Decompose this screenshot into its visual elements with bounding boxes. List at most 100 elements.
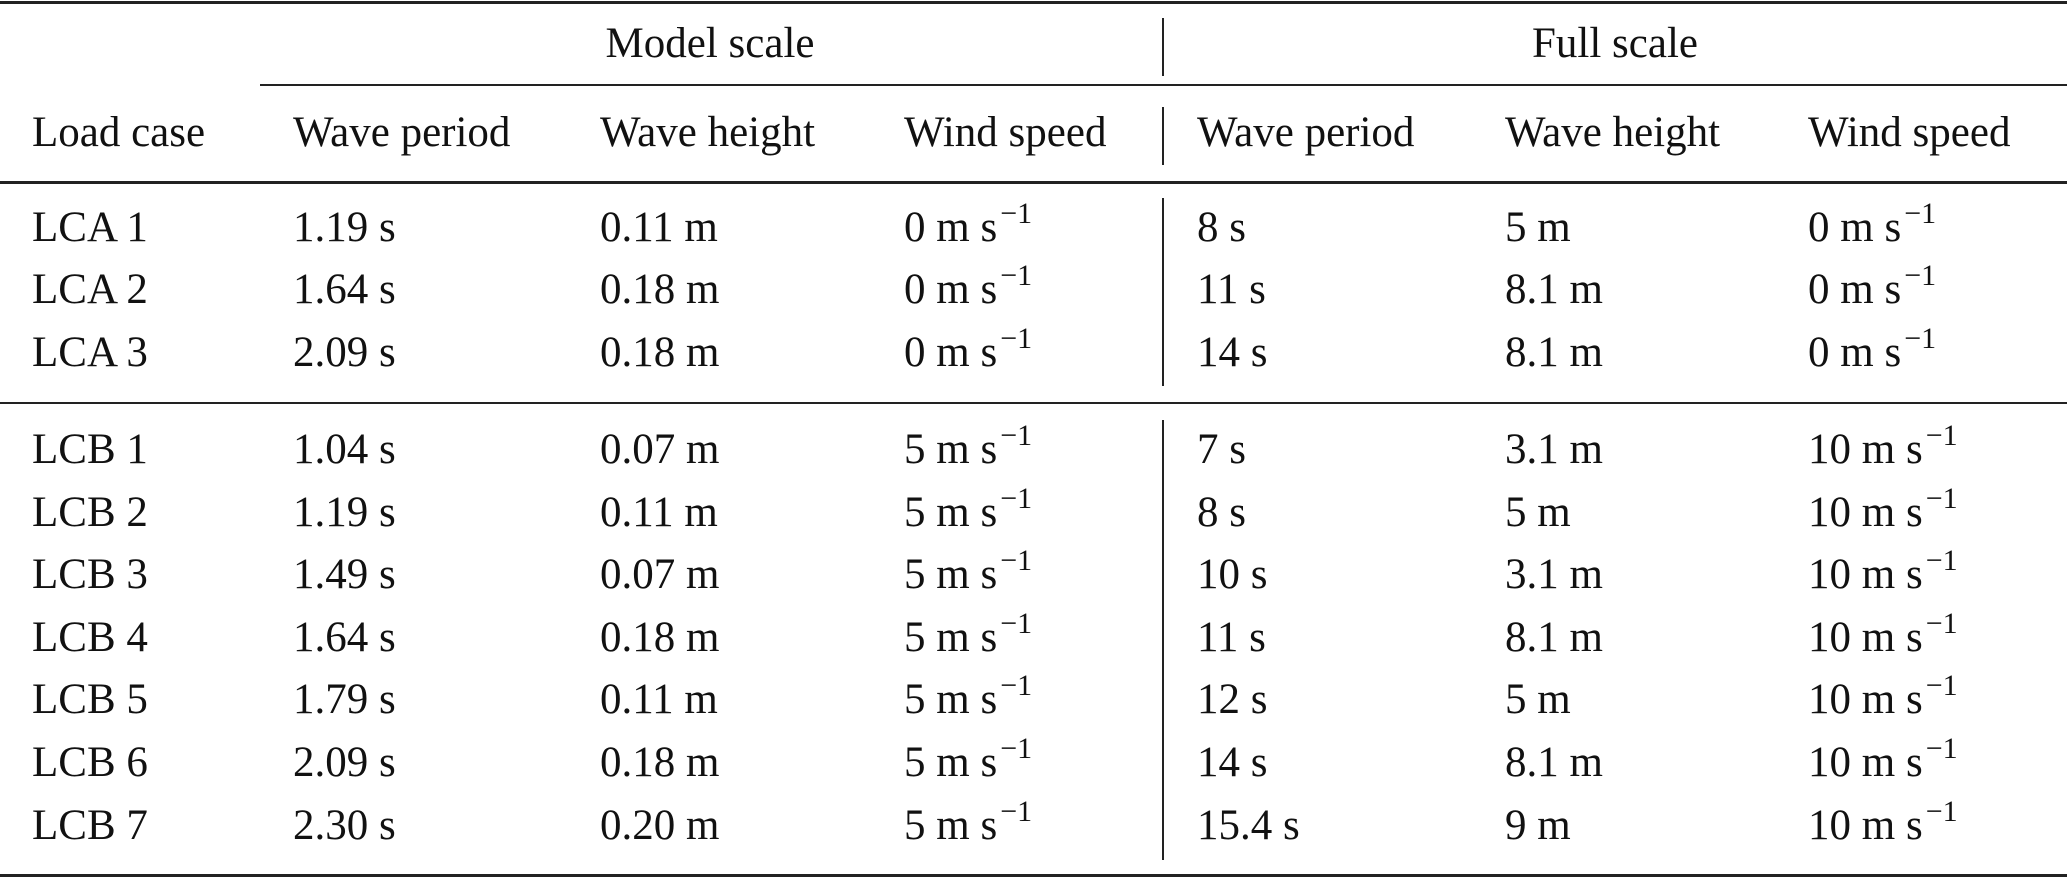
cell-load-case: LCB 6 xyxy=(32,739,148,786)
column-divider xyxy=(1162,18,1164,76)
cell-load-case: LCA 1 xyxy=(32,204,148,251)
unit-exponent: −1 xyxy=(1000,732,1033,765)
unit-exponent: −1 xyxy=(1000,259,1033,292)
column-header-full-wave-period: Wave period xyxy=(1197,109,1415,156)
column-divider xyxy=(1162,420,1164,860)
unit-exponent: −1 xyxy=(1925,419,1958,452)
column-divider xyxy=(1162,198,1164,386)
wind-value: 10 m s xyxy=(1808,426,1923,473)
wind-value: 5 m s xyxy=(904,739,998,786)
column-header-model-wave-period: Wave period xyxy=(293,109,511,156)
unit-exponent: −1 xyxy=(1000,197,1033,230)
unit-exponent: −1 xyxy=(1925,669,1958,702)
wind-value: 10 m s xyxy=(1808,676,1923,723)
cell-model-wave-height: 0.07 m xyxy=(600,551,720,598)
cell-model-wave-height: 0.07 m xyxy=(600,426,720,473)
column-header-full-wave-height: Wave height xyxy=(1505,109,1721,156)
cell-full-wave-height: 8.1 m xyxy=(1505,266,1603,313)
unit-exponent: −1 xyxy=(1925,607,1958,640)
unit-exponent: −1 xyxy=(1000,419,1033,452)
cell-model-wave-period: 1.64 s xyxy=(293,614,396,661)
wind-value: 0 m s xyxy=(1808,204,1902,251)
cell-model-wind-speed: 5 m s −1 xyxy=(904,546,1032,600)
cell-full-wave-period: 14 s xyxy=(1197,329,1268,376)
cell-full-wave-period: 10 s xyxy=(1197,551,1268,598)
cell-full-wind-speed: 0 m s −1 xyxy=(1808,324,1936,378)
group-header-model-scale: Model scale xyxy=(605,20,815,67)
cell-full-wave-period: 12 s xyxy=(1197,676,1268,723)
unit-exponent: −1 xyxy=(1925,544,1958,577)
cell-full-wind-speed: 10 m s −1 xyxy=(1808,421,1958,475)
cell-full-wave-period: 7 s xyxy=(1197,426,1246,473)
cell-full-wind-speed: 0 m s −1 xyxy=(1808,261,1936,315)
cell-load-case: LCB 2 xyxy=(32,489,148,536)
wind-value: 0 m s xyxy=(904,204,998,251)
cell-full-wave-height: 3.1 m xyxy=(1505,551,1603,598)
cell-model-wind-speed: 0 m s −1 xyxy=(904,324,1032,378)
cell-model-wind-speed: 5 m s −1 xyxy=(904,421,1032,475)
cell-model-wave-period: 1.64 s xyxy=(293,266,396,313)
cell-model-wind-speed: 0 m s −1 xyxy=(904,261,1032,315)
cell-model-wave-height: 0.18 m xyxy=(600,266,720,313)
column-header-full-wind-speed: Wind speed xyxy=(1808,109,2011,156)
cell-model-wave-period: 1.04 s xyxy=(293,426,396,473)
wind-value: 5 m s xyxy=(904,676,998,723)
unit-exponent: −1 xyxy=(1925,482,1958,515)
wind-value: 0 m s xyxy=(1808,329,1902,376)
cell-full-wave-height: 3.1 m xyxy=(1505,426,1603,473)
cell-load-case: LCB 4 xyxy=(32,614,148,661)
cell-full-wind-speed: 10 m s −1 xyxy=(1808,484,1958,538)
wind-value: 10 m s xyxy=(1808,551,1923,598)
cell-full-wave-period: 8 s xyxy=(1197,489,1246,536)
group-rule xyxy=(260,84,2067,86)
column-header-model-wave-height: Wave height xyxy=(600,109,816,156)
wind-value: 5 m s xyxy=(904,489,998,536)
cell-full-wave-period: 15.4 s xyxy=(1197,802,1300,849)
cell-full-wind-speed: 10 m s −1 xyxy=(1808,797,1958,851)
wind-value: 10 m s xyxy=(1808,614,1923,661)
cell-full-wave-height: 9 m xyxy=(1505,802,1571,849)
wind-value: 5 m s xyxy=(904,551,998,598)
cell-full-wind-speed: 10 m s −1 xyxy=(1808,609,1958,663)
cell-load-case: LCA 2 xyxy=(32,266,148,313)
unit-exponent: −1 xyxy=(1000,607,1033,640)
cell-full-wave-height: 5 m xyxy=(1505,676,1571,723)
wind-value: 10 m s xyxy=(1808,489,1923,536)
cell-model-wave-height: 0.11 m xyxy=(600,204,718,251)
cell-model-wave-height: 0.18 m xyxy=(600,329,720,376)
unit-exponent: −1 xyxy=(1000,795,1033,828)
cell-load-case: LCB 3 xyxy=(32,551,148,598)
cell-model-wind-speed: 0 m s −1 xyxy=(904,199,1032,253)
cell-full-wave-height: 5 m xyxy=(1505,489,1571,536)
wind-value: 5 m s xyxy=(904,426,998,473)
cell-model-wave-period: 1.49 s xyxy=(293,551,396,598)
unit-exponent: −1 xyxy=(1925,795,1958,828)
unit-exponent: −1 xyxy=(1904,322,1937,355)
cell-load-case: LCA 3 xyxy=(32,329,148,376)
column-divider xyxy=(1162,107,1164,165)
cell-model-wave-height: 0.18 m xyxy=(600,614,720,661)
cell-full-wave-period: 8 s xyxy=(1197,204,1246,251)
unit-exponent: −1 xyxy=(1925,732,1958,765)
cell-full-wave-height: 8.1 m xyxy=(1505,614,1603,661)
top-rule xyxy=(0,1,2067,4)
cell-model-wave-height: 0.11 m xyxy=(600,489,718,536)
wind-value: 5 m s xyxy=(904,802,998,849)
cell-full-wind-speed: 10 m s −1 xyxy=(1808,671,1958,725)
cell-model-wave-height: 0.11 m xyxy=(600,676,718,723)
cell-model-wave-period: 1.19 s xyxy=(293,489,396,536)
wind-value: 10 m s xyxy=(1808,739,1923,786)
wind-value: 5 m s xyxy=(904,614,998,661)
cell-model-wave-height: 0.18 m xyxy=(600,739,720,786)
cell-load-case: LCB 7 xyxy=(32,802,148,849)
cell-full-wave-height: 5 m xyxy=(1505,204,1571,251)
cell-full-wind-speed: 0 m s −1 xyxy=(1808,199,1936,253)
unit-exponent: −1 xyxy=(1000,322,1033,355)
unit-exponent: −1 xyxy=(1000,482,1033,515)
column-header-model-wind-speed: Wind speed xyxy=(904,109,1107,156)
header-rule xyxy=(0,181,2067,184)
cell-full-wave-period: 11 s xyxy=(1197,614,1266,661)
cell-model-wind-speed: 5 m s −1 xyxy=(904,797,1032,851)
cell-model-wave-period: 1.79 s xyxy=(293,676,396,723)
cell-model-wave-period: 2.30 s xyxy=(293,802,396,849)
